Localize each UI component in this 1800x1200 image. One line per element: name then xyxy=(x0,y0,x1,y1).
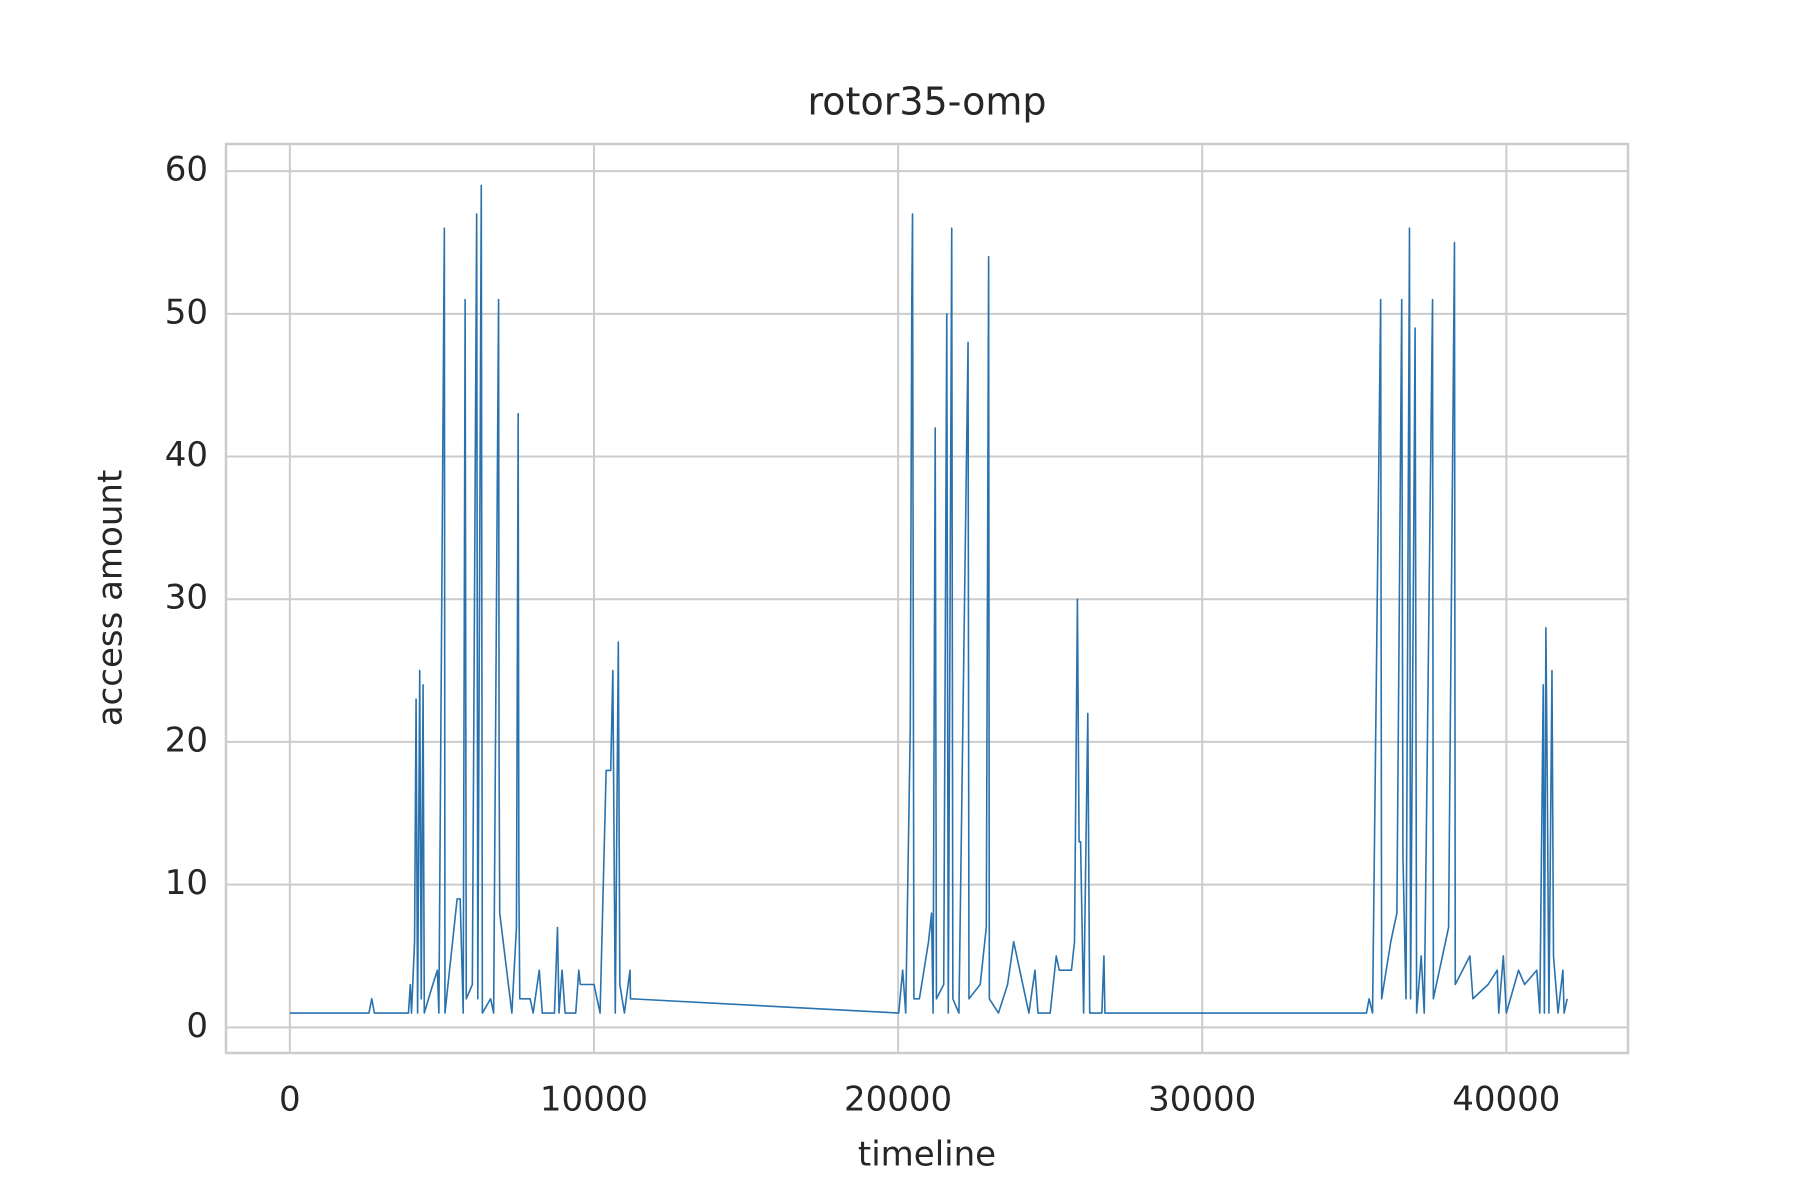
y-tick-label: 60 xyxy=(165,150,208,190)
x-tick-label: 20000 xyxy=(844,1080,952,1120)
x-tick-label: 0 xyxy=(279,1080,301,1120)
y-axis-label: access amount xyxy=(91,470,131,727)
x-tick-label: 10000 xyxy=(540,1080,648,1120)
y-tick-label: 0 xyxy=(186,1006,208,1046)
x-axis-label: timeline xyxy=(858,1135,996,1175)
y-tick-label: 10 xyxy=(165,863,208,903)
plot-frame xyxy=(224,142,1630,1055)
y-tick-label: 30 xyxy=(165,578,208,618)
x-tick-label: 40000 xyxy=(1452,1080,1560,1120)
data-line xyxy=(289,184,1568,1014)
y-tick-label: 40 xyxy=(165,435,208,475)
y-tick-label: 50 xyxy=(165,292,208,332)
y-tick-label: 20 xyxy=(165,720,208,760)
x-tick-label: 30000 xyxy=(1148,1080,1256,1120)
chart-title: rotor35-omp xyxy=(808,80,1047,124)
